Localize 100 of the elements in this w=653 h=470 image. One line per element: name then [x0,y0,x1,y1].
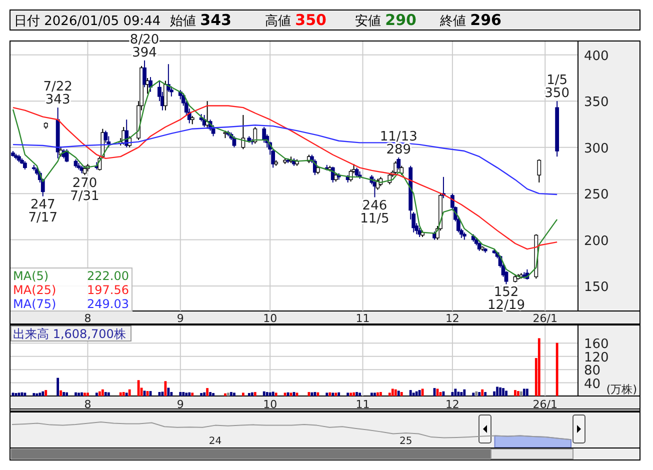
bar [224,393,226,396]
bar [326,392,328,396]
bar [74,392,77,396]
bar [328,392,332,396]
bar [418,390,421,396]
bar [394,389,397,396]
bar [493,391,496,396]
bar [451,392,454,396]
bar [203,392,206,396]
bar [526,388,528,396]
bar [200,393,203,396]
x-tick-label: 24 [208,436,222,447]
bar [538,338,540,396]
bar [206,388,209,396]
text: 終値 296 [439,11,502,29]
bar [104,392,107,396]
bar [128,389,131,396]
bar [556,342,558,396]
bar [463,389,466,396]
bar [212,393,214,396]
text: 安値 290 [355,11,416,29]
bar [78,392,80,396]
text: 日付 2026/01/05 09:44 [14,14,161,29]
text: MA(25) [13,283,56,297]
bar [314,392,316,396]
bar [42,391,44,396]
bar [457,392,460,396]
y-tick-label: 400 [584,48,609,64]
bar [268,392,272,396]
bar [250,392,254,396]
y-tick-label: 40 [584,376,601,392]
bar [167,388,170,396]
bar [514,390,516,396]
bar [332,392,334,396]
annotation: 7/22 343 [43,80,72,108]
bar [352,392,355,396]
x-tick-label: 9 [176,312,184,325]
bar [409,390,412,396]
annotation: 249.03 [87,297,129,311]
bar [179,392,182,396]
x-tick-label: 11 [356,312,370,325]
chart-title: 出来高 1,608,700株 [13,327,126,341]
bar [86,392,89,396]
bar [334,392,338,396]
bar [84,392,86,396]
bar [472,392,475,396]
bar [44,390,48,396]
bar [248,393,250,396]
bar [502,388,504,396]
bar [227,392,230,396]
bar [454,388,457,396]
annotation: 222.00 [87,269,129,283]
bar [274,392,278,396]
y-tick-label: 200 [584,234,609,249]
bar [356,392,358,396]
bar [185,392,188,396]
bar [376,392,379,396]
bar [379,392,382,396]
bar [374,392,376,396]
x-tick-label: 11 [356,398,370,411]
bar [262,391,266,396]
bar [62,392,66,396]
bar [460,392,463,396]
bar [338,392,340,396]
y-tick-label: 160 [584,337,609,352]
bar [107,392,110,396]
bar [520,391,522,396]
bar [350,392,352,396]
bar [412,392,415,396]
bar [230,392,232,396]
x-tick-label: 10 [263,398,278,411]
text: 高値 350 [265,11,326,29]
y-tick-label: 120 [584,350,609,366]
bar [272,392,274,396]
y-tick-label: 250 [584,188,609,203]
bar [101,389,104,396]
y-tick-label: 150 [584,280,609,296]
bar [316,392,320,396]
bar [95,392,98,396]
bar [38,392,42,396]
text: MA(5) [13,269,49,283]
text: MA(75) [13,297,56,311]
x-tick-label: 8 [84,398,92,411]
annotation: 11/13 289 [380,130,418,158]
annotation: 246 11/5 [360,198,390,226]
x-tick-label: 25 [399,436,412,447]
bar [415,391,418,396]
bar [517,391,520,396]
bar [522,388,526,396]
bar [66,392,68,396]
bar [188,392,191,396]
bar [80,392,83,396]
bar [32,393,36,396]
bar [310,392,314,396]
annotation: 197.56 [87,283,129,297]
bar [496,386,498,396]
bar [391,388,394,396]
bar [119,392,122,396]
bar [475,391,478,396]
bar [56,378,60,396]
